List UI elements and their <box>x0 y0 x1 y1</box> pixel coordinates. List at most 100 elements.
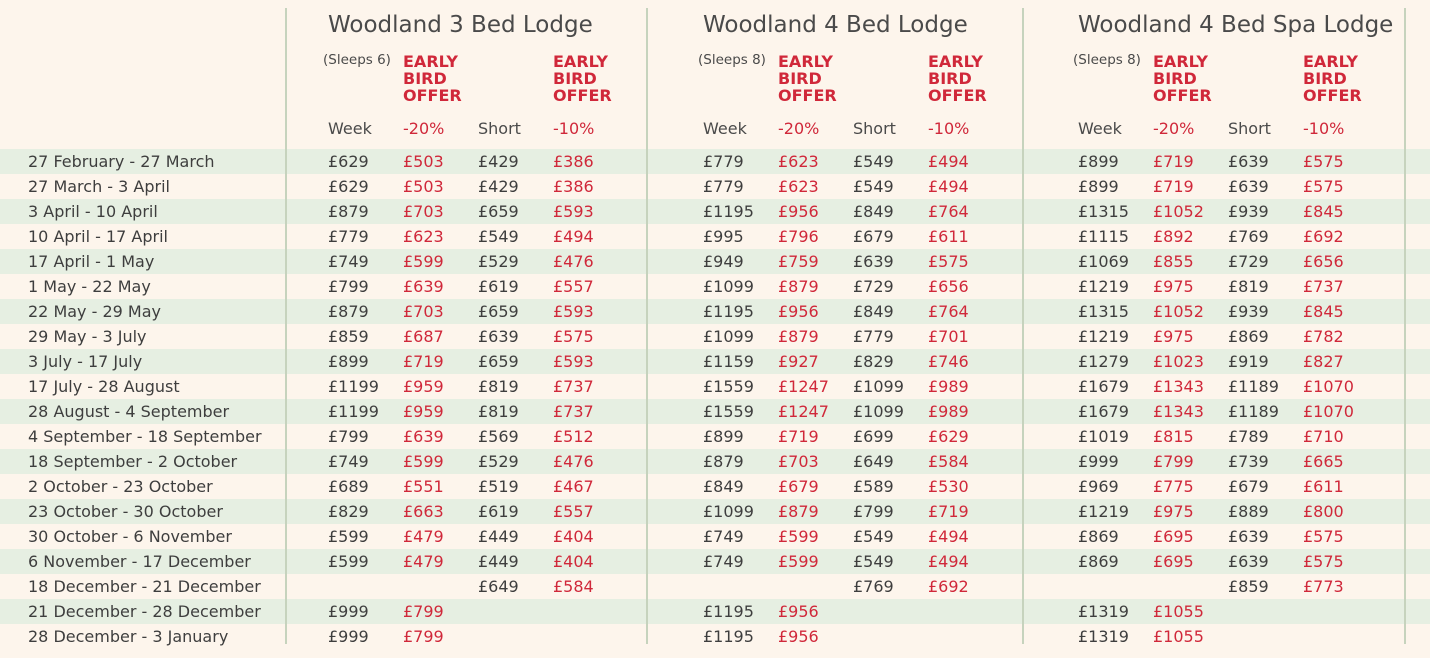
early-bird-offer-label: EARLY BIRD OFFER <box>1303 52 1362 105</box>
price: £939 <box>1228 302 1269 321</box>
price: £729 <box>1228 252 1269 271</box>
discount-price: £503 <box>403 152 444 171</box>
row-stripe <box>0 499 1430 524</box>
discount-price: £1247 <box>778 377 829 396</box>
price: £899 <box>328 352 369 371</box>
price: £769 <box>853 577 894 596</box>
price: £1199 <box>328 377 379 396</box>
price: £829 <box>853 352 894 371</box>
discount-price: £737 <box>1303 277 1344 296</box>
discount-price: £989 <box>928 377 969 396</box>
discount-price: £629 <box>928 427 969 446</box>
discount-price: £956 <box>778 602 819 621</box>
price: £789 <box>1228 427 1269 446</box>
price: £529 <box>478 452 519 471</box>
discount-price: £1343 <box>1153 402 1204 421</box>
discount-price: £599 <box>778 552 819 571</box>
date-range: 23 October - 30 October <box>28 502 223 521</box>
date-range: 18 September - 2 October <box>28 452 238 471</box>
discount-price: £575 <box>1303 152 1344 171</box>
discount-price: £719 <box>778 427 819 446</box>
discount-price: £656 <box>1303 252 1344 271</box>
price: £819 <box>478 377 519 396</box>
price: £1219 <box>1078 277 1129 296</box>
price: £859 <box>1228 577 1269 596</box>
date-range: 21 December - 28 December <box>28 602 261 621</box>
price: £619 <box>478 277 519 296</box>
price: £779 <box>703 177 744 196</box>
price: £969 <box>1078 477 1119 496</box>
price: £619 <box>478 502 519 521</box>
row-stripe <box>0 399 1430 424</box>
early-bird-offer-label: EARLY BIRD OFFER <box>928 52 987 105</box>
price: £679 <box>853 227 894 246</box>
price: £1099 <box>853 402 904 421</box>
discount-price: £782 <box>1303 327 1344 346</box>
discount-price: £719 <box>928 502 969 521</box>
price: £549 <box>853 527 894 546</box>
price: £689 <box>328 477 369 496</box>
price: £849 <box>853 302 894 321</box>
discount-price: £703 <box>403 302 444 321</box>
discount-price: £575 <box>553 327 594 346</box>
price: £849 <box>853 202 894 221</box>
discount-price: £989 <box>928 402 969 421</box>
discount-price: £975 <box>1153 277 1194 296</box>
price: £659 <box>478 352 519 371</box>
discount-price: £799 <box>1153 452 1194 471</box>
row-stripe <box>0 549 1430 574</box>
discount-price: £959 <box>403 402 444 421</box>
price: £649 <box>478 577 519 596</box>
price: £729 <box>853 277 894 296</box>
price: £679 <box>1228 477 1269 496</box>
discount-price: £1055 <box>1153 627 1204 646</box>
discount-price: £719 <box>403 352 444 371</box>
price: £739 <box>1228 452 1269 471</box>
price: £869 <box>1228 327 1269 346</box>
date-range: 6 November - 17 December <box>28 552 251 571</box>
price: £1195 <box>703 302 754 321</box>
price: £879 <box>328 202 369 221</box>
discount-price: £386 <box>553 177 594 196</box>
discount-price: £1343 <box>1153 377 1204 396</box>
price: £629 <box>328 152 369 171</box>
date-range: 17 July - 28 August <box>28 377 180 396</box>
date-range: 27 February - 27 March <box>28 152 215 171</box>
discount-price: £800 <box>1303 502 1344 521</box>
date-range: 28 August - 4 September <box>28 402 230 421</box>
discount-price: £512 <box>553 427 594 446</box>
column-header: Short <box>1228 119 1271 138</box>
date-range: 3 July - 17 July <box>28 352 143 371</box>
discount-price: £611 <box>928 227 969 246</box>
price: £949 <box>703 252 744 271</box>
column-header: Week <box>703 119 747 138</box>
price: £769 <box>1228 227 1269 246</box>
date-range: 29 May - 3 July <box>28 327 147 346</box>
price: £889 <box>1228 502 1269 521</box>
price: £999 <box>328 627 369 646</box>
price: £749 <box>703 527 744 546</box>
discount-price: £879 <box>778 502 819 521</box>
price: £1559 <box>703 377 754 396</box>
discount-price: £623 <box>403 227 444 246</box>
price: £859 <box>328 327 369 346</box>
discount-price: £599 <box>778 527 819 546</box>
price: £549 <box>853 177 894 196</box>
price: £995 <box>703 227 744 246</box>
price: £659 <box>478 302 519 321</box>
price: £639 <box>478 327 519 346</box>
discount-price: £593 <box>553 302 594 321</box>
discount-price: £764 <box>928 302 969 321</box>
price: £1099 <box>703 277 754 296</box>
discount-price: £879 <box>778 277 819 296</box>
row-stripe <box>0 349 1430 374</box>
discount-price: £494 <box>928 527 969 546</box>
price: £869 <box>1078 552 1119 571</box>
discount-price: £479 <box>403 527 444 546</box>
discount-price: £404 <box>553 527 594 546</box>
price: £1189 <box>1228 377 1279 396</box>
price: £799 <box>853 502 894 521</box>
sleeps-label: (Sleeps 6) <box>323 52 391 68</box>
discount-price: £557 <box>553 502 594 521</box>
price: £1189 <box>1228 402 1279 421</box>
